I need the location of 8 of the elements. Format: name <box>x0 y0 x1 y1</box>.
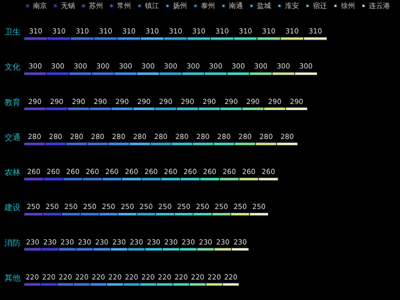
y-tick-label: 建设 <box>4 203 20 212</box>
y-tick-label: 教育 <box>4 98 20 107</box>
y-tick-label: 其他 <box>4 273 20 282</box>
y-tick-label: 卫生 <box>4 28 20 37</box>
y-tick-label: 农林 <box>4 168 20 178</box>
y-tick-label: 文化 <box>4 62 20 72</box>
y-tick-label: 消防 <box>4 238 20 248</box>
y-tick-label: 交通 <box>4 132 20 142</box>
